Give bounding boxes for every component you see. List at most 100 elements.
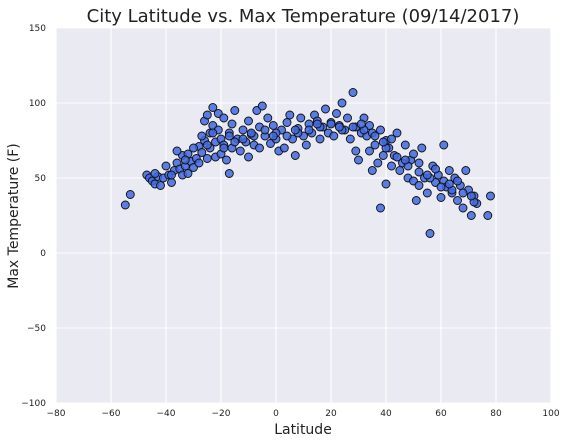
data-point xyxy=(337,98,347,108)
data-point xyxy=(354,155,363,165)
y-tick-label: 50 xyxy=(35,174,47,184)
data-point xyxy=(356,119,366,129)
y-tick-label: −100 xyxy=(21,399,46,409)
data-point xyxy=(411,196,421,205)
x-tick-label: 40 xyxy=(380,409,392,419)
data-point xyxy=(348,88,358,97)
data-point xyxy=(351,146,361,156)
data-point xyxy=(304,125,314,135)
data-point xyxy=(409,149,418,159)
data-point xyxy=(414,158,424,168)
data-point xyxy=(263,113,273,123)
data-point xyxy=(172,146,182,156)
data-point xyxy=(417,143,427,153)
data-point xyxy=(321,104,330,114)
data-point xyxy=(395,166,405,175)
data-point xyxy=(370,131,380,141)
data-point xyxy=(238,134,248,144)
data-point xyxy=(167,178,176,187)
data-points xyxy=(120,88,495,238)
y-tick-label: 0 xyxy=(40,249,46,259)
data-point xyxy=(301,140,311,150)
x-tick-label: 100 xyxy=(542,409,559,419)
x-tick-label: −60 xyxy=(102,409,121,419)
data-point xyxy=(260,125,270,135)
data-point xyxy=(461,166,471,175)
data-point xyxy=(315,134,325,144)
x-tick-label: 80 xyxy=(490,409,502,419)
data-point xyxy=(290,125,300,135)
data-point xyxy=(202,110,212,120)
chart-title: City Latitude vs. Max Temperature (09/14… xyxy=(87,6,520,27)
data-point xyxy=(224,131,234,141)
data-point xyxy=(422,188,432,198)
data-point xyxy=(376,125,385,135)
data-point xyxy=(156,181,165,190)
data-point xyxy=(230,106,240,115)
data-point xyxy=(224,169,234,178)
data-point xyxy=(466,191,476,201)
data-point xyxy=(334,122,344,132)
data-point xyxy=(400,140,410,150)
data-point xyxy=(458,203,468,213)
x-tick-label: −40 xyxy=(157,409,176,419)
data-point xyxy=(378,137,388,147)
data-point xyxy=(255,143,264,153)
data-point xyxy=(227,119,237,129)
y-tick-label: −50 xyxy=(27,324,46,334)
data-point xyxy=(150,169,160,178)
x-tick-labels: −80 −60 −40 −20 0 20 40 60 80 100 xyxy=(47,409,560,419)
data-point xyxy=(453,196,462,205)
grid-lines xyxy=(55,27,552,404)
data-point xyxy=(414,181,424,190)
data-point xyxy=(466,211,476,220)
x-tick-label: 20 xyxy=(325,409,337,419)
data-point xyxy=(378,151,388,160)
data-point xyxy=(183,169,193,178)
data-point xyxy=(167,170,176,180)
data-point xyxy=(436,182,446,192)
y-tick-label: 150 xyxy=(29,24,46,34)
data-point xyxy=(387,134,396,144)
data-point xyxy=(180,155,190,165)
data-point xyxy=(244,116,253,126)
data-point xyxy=(194,158,204,168)
data-point xyxy=(197,148,207,157)
data-point xyxy=(400,155,410,165)
data-point xyxy=(197,131,207,141)
data-point xyxy=(189,143,198,153)
data-point xyxy=(332,109,341,118)
data-point xyxy=(373,158,383,168)
data-point xyxy=(235,146,245,156)
data-point xyxy=(257,101,267,111)
plot-area xyxy=(56,28,551,403)
data-point xyxy=(268,121,278,130)
data-point xyxy=(282,131,292,141)
data-point xyxy=(367,166,377,175)
data-point xyxy=(345,134,355,144)
data-point xyxy=(279,143,289,153)
data-point xyxy=(208,103,218,112)
data-point xyxy=(444,179,454,189)
data-point xyxy=(486,191,495,201)
data-point xyxy=(365,146,374,156)
x-tick-label: −80 xyxy=(47,409,66,419)
data-point xyxy=(312,119,322,129)
data-point xyxy=(208,128,218,138)
data-point xyxy=(431,164,440,174)
data-point xyxy=(125,190,135,199)
data-point xyxy=(376,203,385,213)
data-point xyxy=(439,140,449,150)
data-point xyxy=(453,176,462,186)
data-point xyxy=(425,229,435,238)
data-point xyxy=(161,161,171,171)
x-tick-label: 0 xyxy=(273,409,279,419)
data-point xyxy=(387,161,396,171)
data-point xyxy=(244,152,253,162)
data-point xyxy=(326,119,336,129)
data-point xyxy=(483,211,493,220)
data-point xyxy=(348,122,358,132)
data-point xyxy=(422,170,432,180)
data-point xyxy=(392,128,402,138)
